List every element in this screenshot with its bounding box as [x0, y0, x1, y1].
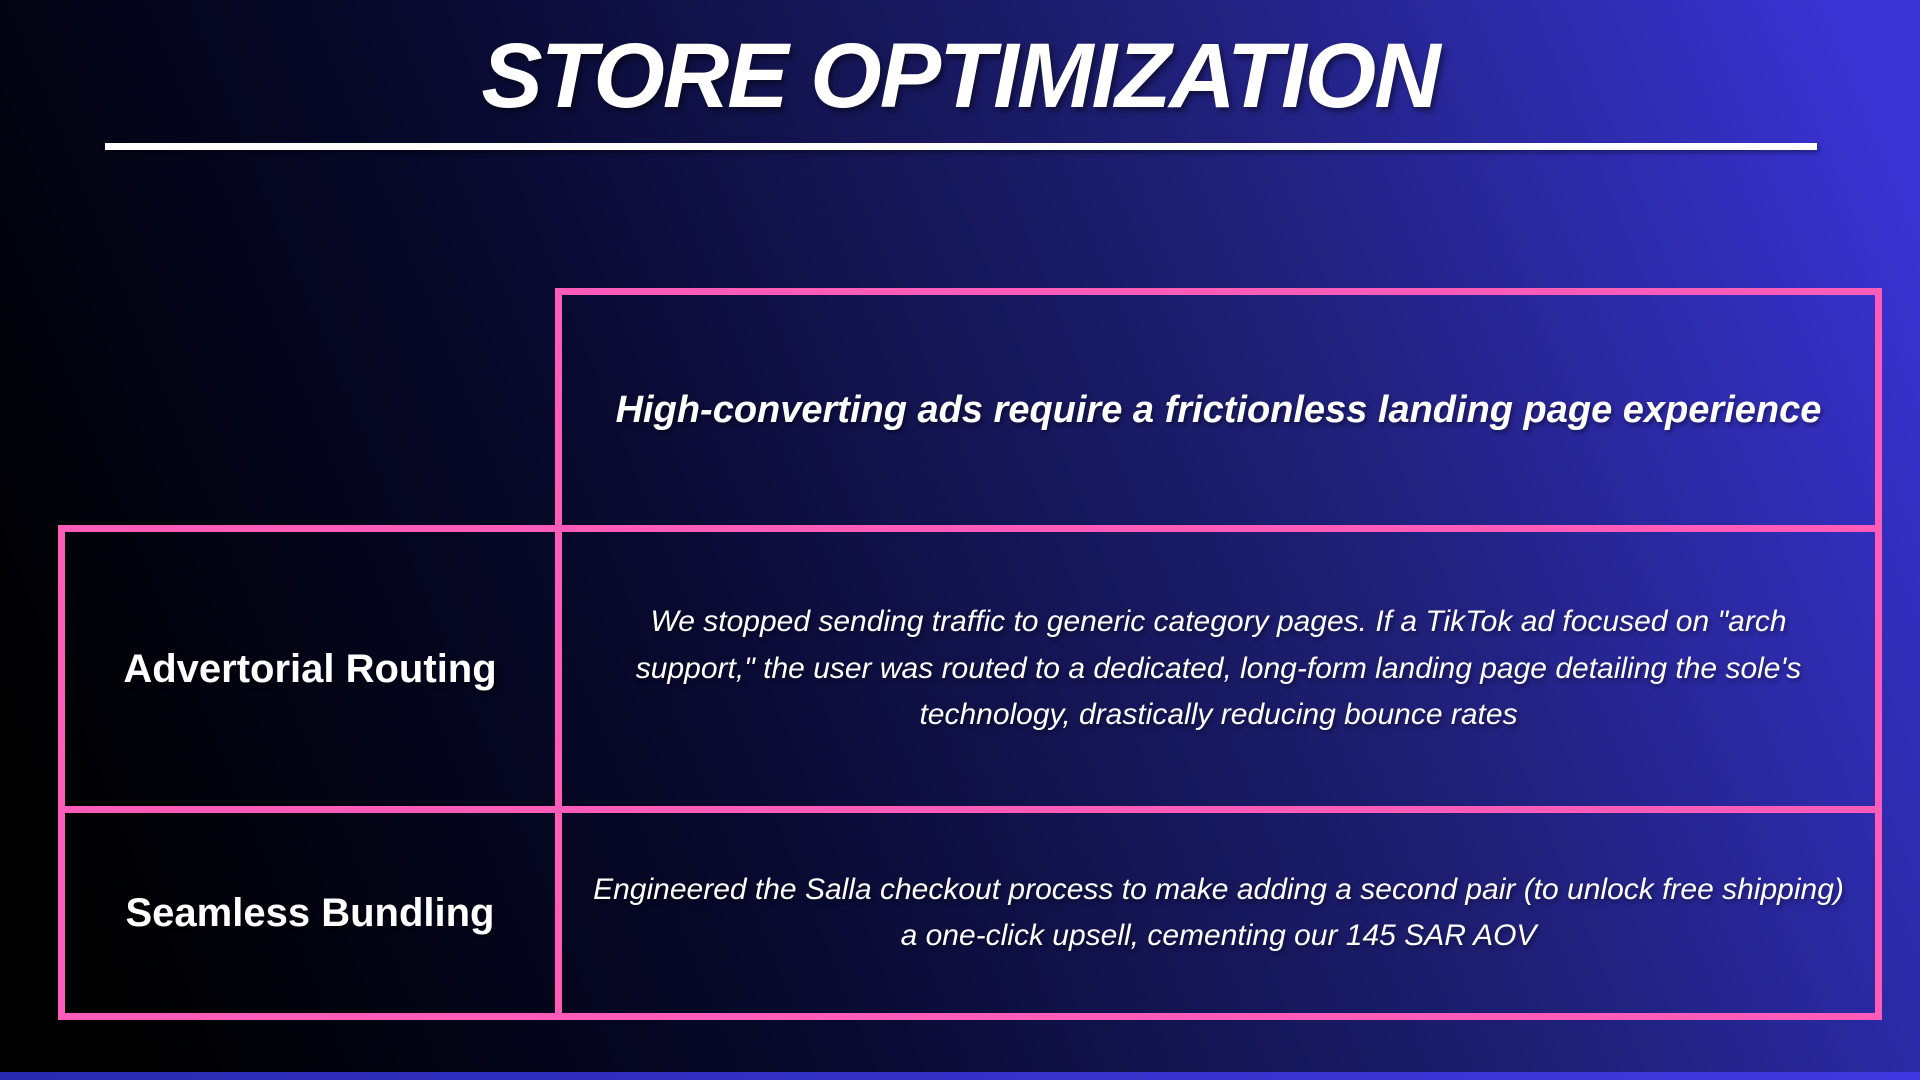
table-header-row: High-converting ads require a frictionle… — [62, 288, 1882, 532]
page-title: STORE OPTIMIZATION — [481, 25, 1440, 127]
row-description-cell-advertorial-routing: We stopped sending traffic to generic ca… — [555, 525, 1882, 813]
empty-spacer-cell — [62, 292, 559, 529]
table-header-cell: High-converting ads require a frictionle… — [555, 288, 1882, 532]
table-row: Advertorial Routing We stopped sending t… — [58, 525, 1882, 813]
row-description-cell-seamless-bundling: Engineered the Salla checkout process to… — [555, 806, 1882, 1020]
row-label: Advertorial Routing — [123, 646, 497, 691]
table-header-text: High-converting ads require a frictionle… — [615, 388, 1822, 431]
optimization-table: High-converting ads require a frictionle… — [58, 288, 1882, 1020]
row-label-cell-advertorial-routing: Advertorial Routing — [58, 525, 562, 813]
row-description: We stopped sending traffic to generic ca… — [635, 605, 1802, 732]
table-row: Seamless Bundling Engineered the Salla c… — [58, 806, 1882, 1020]
row-description: Engineered the Salla checkout process to… — [593, 872, 1844, 953]
row-label: Seamless Bundling — [125, 890, 495, 935]
row-label-cell-seamless-bundling: Seamless Bundling — [58, 806, 562, 1020]
bottom-accent-strip — [0, 1072, 1920, 1080]
title-underline — [105, 143, 1817, 150]
